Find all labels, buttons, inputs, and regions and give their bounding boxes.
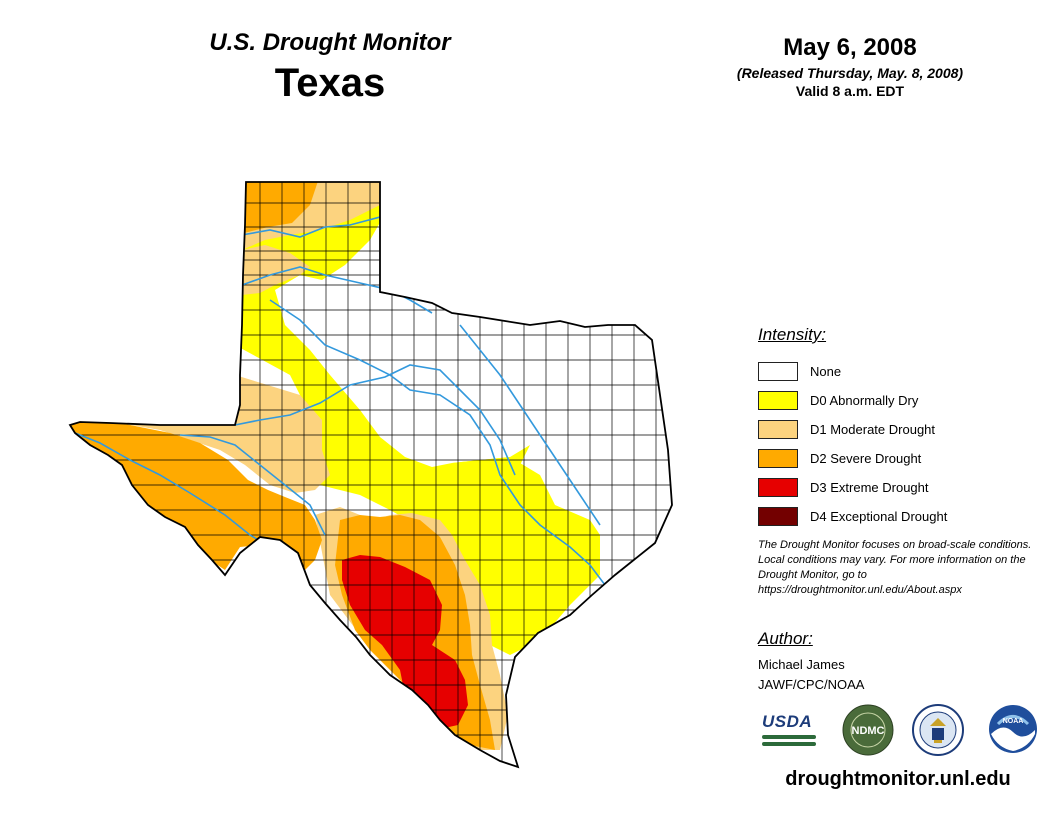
author-name: Michael James (758, 657, 845, 672)
river-trinity (459, 324, 601, 526)
usda-band-2 (762, 742, 816, 746)
legend: Intensity: None D0 Abnormally Dry D1 Mod… (758, 325, 1048, 531)
legend-item-d4: D4 Exceptional Drought (758, 502, 1048, 531)
map-title: U.S. Drought Monitor (209, 29, 451, 56)
legend-label: D3 Extreme Drought (810, 480, 929, 495)
texas-outline (68, 181, 673, 769)
legend-label: None (810, 364, 842, 379)
usda-logo: USDA (762, 712, 816, 752)
legend-item-d0: D0 Abnormally Dry (758, 386, 1048, 415)
legend-swatch-d3 (758, 478, 798, 497)
disclaimer-note: The Drought Monitor focuses on broad-sca… (758, 539, 1032, 596)
area-d3-south (342, 555, 468, 730)
author-org: JAWF/CPC/NOAA (758, 677, 865, 692)
area-d0-east (420, 457, 600, 655)
area-d1-north (242, 245, 310, 295)
legend-item-d1: D1 Moderate Drought (758, 415, 1048, 444)
header-right: May 6, 2008 (Released Thursday, May. 8, … (700, 34, 1000, 100)
panhandle-grid (240, 202, 380, 276)
river-red (241, 266, 433, 314)
usda-band-1 (762, 735, 816, 739)
valid-time: Valid 8 a.m. EDT (795, 83, 905, 99)
release-date: (Released Thursday, May. 8, 2008) (736, 65, 964, 81)
legend-item-d2: D2 Severe Drought (758, 444, 1048, 473)
legend-swatch-d0 (758, 391, 798, 410)
usda-logo-text: USDA (762, 712, 813, 731)
river-brazos (269, 299, 606, 586)
area-d0-west (235, 182, 530, 527)
river-canadian (241, 216, 381, 238)
rivers (74, 216, 606, 586)
legend-label: D0 Abnormally Dry (810, 393, 919, 408)
noaa-logo: NOAA (989, 705, 1037, 753)
header-left: U.S. Drought Monitor Texas (150, 28, 510, 106)
river-pecos (179, 434, 326, 536)
noaa-logo-text: NOAA (1003, 718, 1024, 725)
legend-item-none: None (758, 357, 1048, 386)
texas-drought-map (68, 181, 673, 769)
map-date: May 6, 2008 (783, 34, 917, 61)
legend-title: Intensity: (758, 325, 827, 344)
legend-label: D2 Severe Drought (810, 451, 922, 466)
state-name: Texas (274, 61, 386, 105)
author-title: Author: (758, 629, 813, 648)
partner-logos: USDA NDMC NOAA (762, 704, 1052, 764)
website-link[interactable]: droughtmonitor.unl.edu (785, 768, 1011, 790)
legend-swatch-d4 (758, 507, 798, 526)
legend-swatch-d2 (758, 449, 798, 468)
legend-swatch-d1 (758, 420, 798, 439)
legend-swatch-none (758, 362, 798, 381)
area-d1-west (120, 375, 330, 493)
river-colorado (234, 364, 516, 476)
legend-label: D4 Exceptional Drought (810, 509, 948, 524)
ndmc-logo: NDMC (842, 704, 894, 756)
commerce-seal-logo (912, 704, 964, 756)
legend-label: D1 Moderate Drought (810, 422, 936, 437)
ndmc-logo-text: NDMC (852, 725, 885, 737)
legend-item-d3: D3 Extreme Drought (758, 473, 1048, 502)
